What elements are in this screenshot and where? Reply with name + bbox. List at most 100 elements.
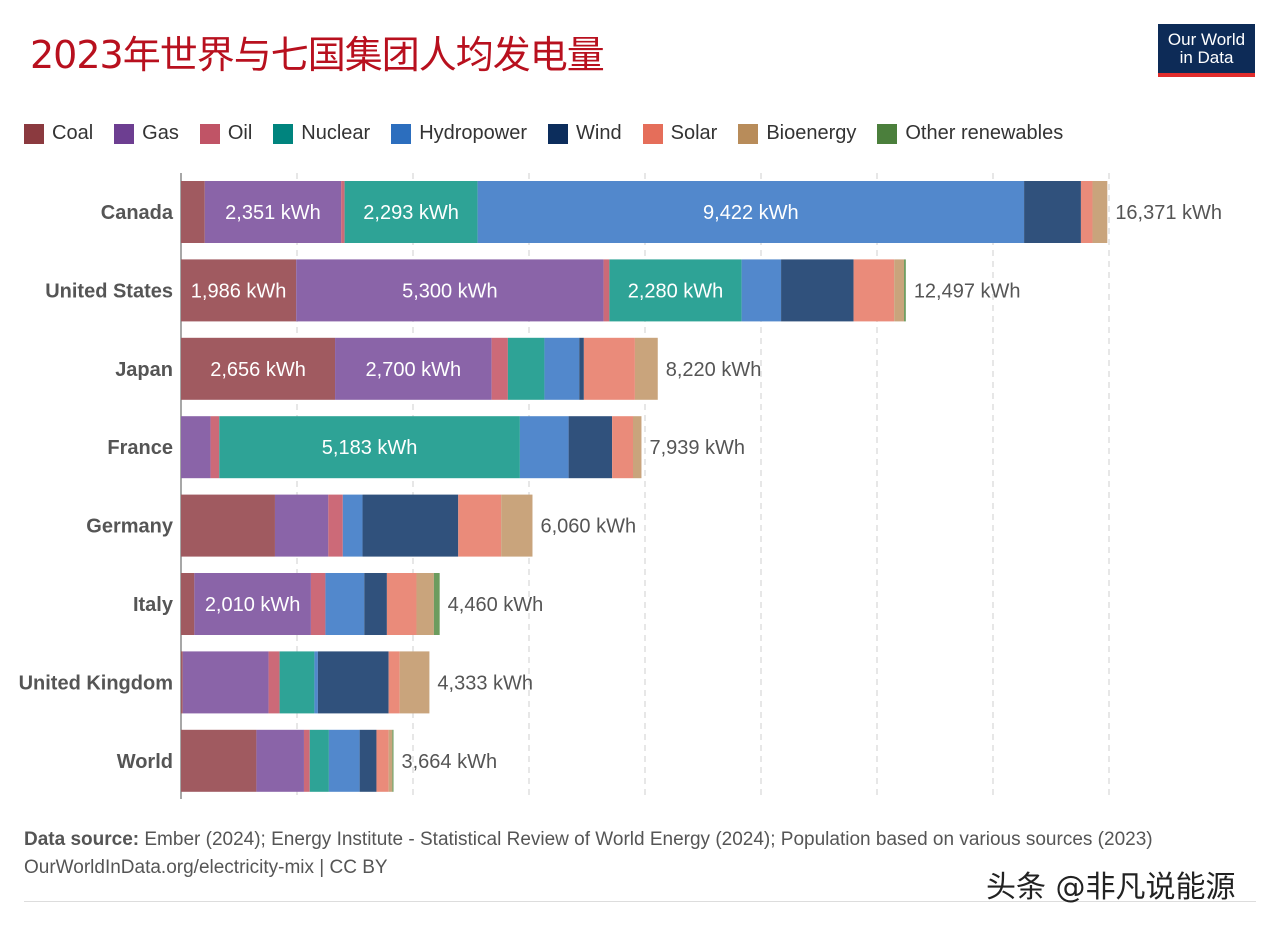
segment-data-label: 2,700 kWh (366, 359, 462, 381)
bar-segment-coal (181, 337, 336, 400)
legend-item-hydropower[interactable]: Hydropower (391, 122, 527, 145)
bar-segment-coal (181, 729, 257, 792)
segment-data-label: 2,010 kWh (205, 594, 301, 616)
category-label: United Kingdom (19, 672, 173, 694)
category-label: Canada (101, 202, 174, 224)
bar-segment-solar (386, 573, 417, 635)
legend-item-oil[interactable]: Oil (199, 122, 253, 145)
bar-segment-wind (781, 259, 854, 322)
source-label: Data source: (24, 829, 140, 850)
legend-item-gas[interactable]: Gas (114, 122, 179, 145)
total-label: 16,371 kWh (1115, 202, 1222, 224)
bar-segment-solar (458, 494, 502, 557)
bar-segment-nuclear (507, 337, 545, 400)
bar-segment-hydropower (342, 494, 363, 557)
bar-segment-bioenergy (416, 573, 434, 635)
legend-swatch (114, 123, 135, 144)
bar-segment-gas (182, 651, 269, 714)
bar-segment-bioenergy (894, 259, 905, 322)
bar-segment-hydropower (325, 573, 365, 635)
bar-segment-coal (181, 181, 205, 243)
bar-segment-coal (181, 494, 275, 557)
legend-item-coal[interactable]: Coal (24, 122, 93, 145)
footer: Data source: Ember (2024); Energy Instit… (24, 826, 1153, 882)
bar-segment-bioenergy (388, 729, 393, 792)
legend-label: Other renewables (905, 122, 1064, 144)
logo-line-1: Our World (1167, 30, 1246, 49)
segment-data-label: 2,351 kWh (225, 202, 321, 224)
footer-divider (24, 901, 1256, 902)
legend-label: Gas (142, 122, 179, 144)
bar-segment-gas (204, 181, 342, 243)
bar-segment-wind (579, 337, 584, 400)
legend-swatch (738, 123, 759, 144)
legend-item-solar[interactable]: Solar (642, 122, 718, 145)
bar-segment-gas (194, 573, 311, 635)
legend-swatch (24, 123, 44, 144)
bar-segment-coal (181, 573, 195, 635)
category-label: Italy (133, 594, 174, 616)
total-label: 6,060 kWh (540, 516, 636, 538)
logo-line-2: in Data (1179, 48, 1234, 67)
source-link[interactable]: OurWorldInData.org/electricity-mix | CC … (24, 857, 388, 878)
bar-segment-nuclear (279, 651, 315, 714)
legend-item-bioenergy[interactable]: Bioenergy (738, 122, 856, 145)
bar-segment-bioenergy (632, 416, 642, 479)
legend: Coal Gas Oil Nuclear Hydropower Wind Sol… (24, 122, 1084, 145)
segment-data-label: 5,183 kWh (322, 437, 418, 459)
source-text: Ember (2024); Energy Institute - Statist… (139, 829, 1153, 850)
category-label: Germany (86, 516, 174, 538)
bar-segment-wind (359, 729, 377, 792)
legend-swatch (548, 123, 569, 144)
bar-segment-wind (317, 651, 389, 714)
data-source: Data source: Ember (2024); Energy Instit… (24, 826, 1153, 854)
legend-label: Hydropower (419, 122, 528, 144)
bar-segment-gas (274, 494, 329, 557)
bar-segment-wind (568, 416, 613, 479)
bar-segment-gas (256, 729, 304, 792)
bar-segment-oil (310, 573, 326, 635)
total-label: 4,460 kWh (448, 594, 544, 616)
bar-segment-other-renewables (392, 729, 394, 792)
legend-label: Coal (52, 122, 94, 144)
bar-segment-nuclear (219, 416, 520, 479)
total-label: 8,220 kWh (666, 359, 762, 381)
bar-segment-gas (296, 259, 604, 322)
bar-segment-other-renewables (904, 259, 906, 322)
bar-segment-wind (362, 494, 459, 557)
bar-segment-wind (1024, 181, 1081, 243)
legend-item-nuclear[interactable]: Nuclear (273, 122, 370, 145)
bar-segment-solar (376, 729, 389, 792)
legend-label: Bioenergy (766, 122, 857, 144)
legend-item-wind[interactable]: Wind (548, 122, 622, 145)
legend-item-other-renewables[interactable]: Other renewables (877, 122, 1063, 145)
legend-swatch (391, 123, 412, 144)
bar-segment-oil (328, 494, 343, 557)
bar-segment-hydropower (477, 181, 1025, 243)
total-label: 4,333 kWh (437, 672, 533, 694)
category-label: France (107, 437, 173, 459)
legend-label: Oil (227, 122, 253, 144)
owid-logo[interactable]: Our World in Data (1158, 24, 1255, 77)
bar-segment-hydropower (328, 729, 360, 792)
legend-swatch (199, 123, 220, 144)
bar-segment-nuclear (609, 259, 742, 322)
bar-segment-coal (181, 651, 183, 714)
bar-segment-other-renewables (433, 573, 440, 635)
legend-label: Solar (670, 122, 718, 144)
bar-segment-bioenergy (1092, 181, 1108, 243)
bar-segment-solar (388, 651, 400, 714)
legend-label: Nuclear (301, 122, 371, 144)
bar-segment-gas (335, 337, 492, 400)
bar-segment-oil (268, 651, 280, 714)
total-label: 3,664 kWh (402, 751, 498, 773)
bar-segment-coal (181, 259, 297, 322)
legend-swatch (877, 123, 898, 144)
category-label: World (117, 751, 173, 773)
bar-segment-hydropower (741, 259, 782, 322)
segment-data-label: 9,422 kWh (703, 202, 799, 224)
bar-segment-wind (364, 573, 387, 635)
watermark: 头条 @非凡说能源 (986, 870, 1236, 905)
legend-swatch (642, 123, 663, 144)
